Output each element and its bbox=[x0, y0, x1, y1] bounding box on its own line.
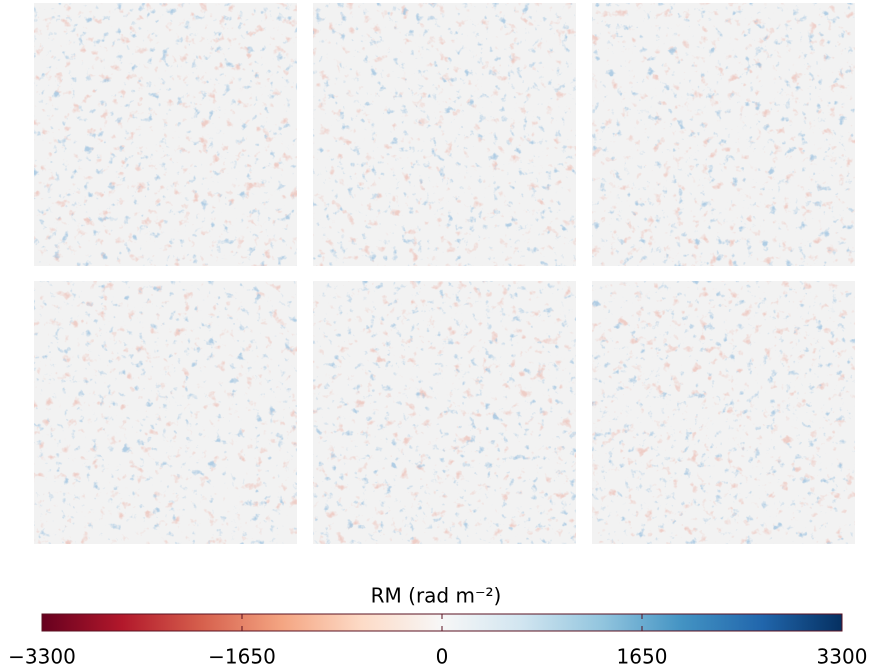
map-texture bbox=[592, 3, 855, 266]
tick-label: 3300 bbox=[817, 645, 868, 669]
tick-label: 1650 bbox=[617, 645, 668, 669]
map-texture bbox=[313, 281, 576, 544]
map-texture bbox=[34, 281, 297, 544]
map-texture bbox=[313, 3, 576, 266]
map-texture bbox=[592, 281, 855, 544]
map-texture bbox=[34, 3, 297, 266]
tick-label: −1650 bbox=[208, 645, 276, 669]
tick-label: −3300 bbox=[8, 645, 76, 669]
colorbar-label: RM (rad m⁻²) bbox=[371, 584, 502, 608]
tick-label: 0 bbox=[436, 645, 449, 669]
